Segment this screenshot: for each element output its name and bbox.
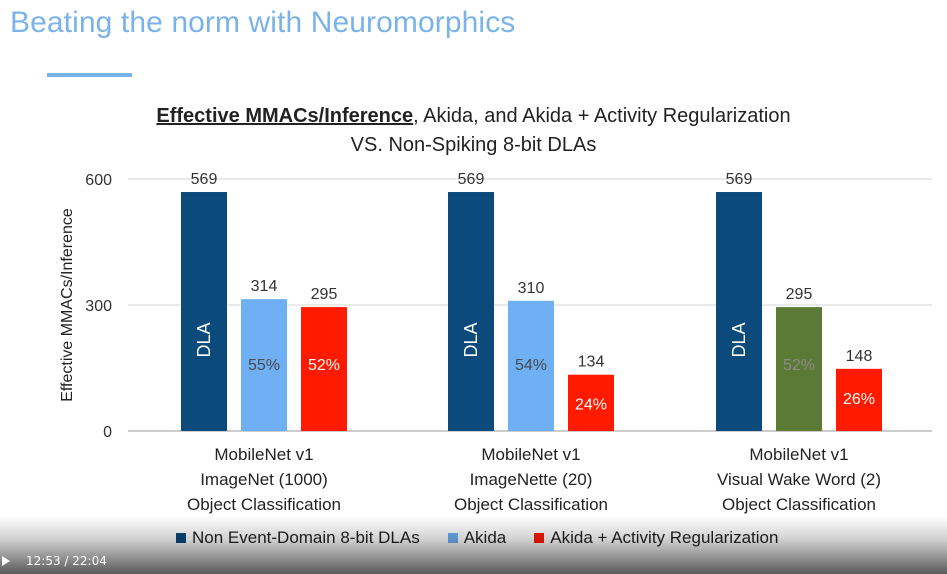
bar — [568, 374, 614, 431]
bar — [508, 300, 554, 431]
bar-value-label: 569 — [191, 171, 218, 188]
bar — [776, 307, 822, 431]
chart-title-rest: , Akida, and Akida + Activity Regulariza… — [413, 105, 791, 127]
bar-value-label: 295 — [311, 286, 338, 303]
bar — [301, 307, 347, 431]
chart-title: Effective MMACs/Inference, Akida, and Ak… — [0, 102, 947, 160]
legend-item: Akida + Activity Regularization — [534, 528, 778, 548]
legend-label: Akida + Activity Regularization — [550, 528, 779, 547]
bar-value-label: 314 — [251, 278, 278, 295]
chart-legend: Non Event-Domain 8-bit DLAs Akida Akida + … — [176, 526, 806, 550]
legend-swatch — [176, 533, 186, 543]
legend-swatch — [534, 533, 545, 543]
bar-inner-label: 24% — [575, 397, 607, 414]
time-display: 12:53 / 22:04 — [26, 554, 107, 568]
x-category-label: Object Classification — [187, 495, 341, 514]
legend-swatch — [447, 533, 458, 543]
bar-inner-label: 52% — [783, 357, 815, 374]
bar — [836, 368, 882, 431]
x-category-label: MobileNet v1 — [214, 445, 313, 464]
bar-inner-label: 55% — [248, 357, 280, 374]
bar-value-label: 134 — [578, 354, 605, 371]
x-category-label: Visual Wake Word (2) — [717, 470, 881, 489]
bar-value-label: 569 — [726, 171, 753, 188]
chart-title-line1: Effective MMACs/Inference, Akida, and Ak… — [0, 102, 947, 131]
legend-item: Akida — [447, 528, 507, 548]
legend-label: Non Event-Domain 8-bit DLAs — [192, 528, 420, 547]
bar — [241, 299, 287, 431]
bar-inner-label: 54% — [515, 357, 547, 374]
bar-inner-label: DLA — [194, 322, 214, 357]
x-category-label: ImageNette (20) — [470, 470, 593, 489]
bar-value-label: 148 — [846, 348, 873, 365]
y-axis-label: Effective MMACs/Inference — [59, 208, 76, 402]
video-controls: 12:53 / 22:04 — [0, 548, 947, 574]
bar — [448, 192, 494, 431]
bar-value-label: 310 — [518, 280, 545, 297]
bar — [181, 192, 227, 431]
x-category-label: MobileNet v1 — [749, 445, 848, 464]
y-tick-label: 0 — [103, 424, 112, 441]
title-underline — [47, 73, 132, 77]
y-tick-label: 300 — [85, 298, 112, 315]
bar-inner-label: DLA — [461, 322, 481, 357]
legend-item: Non Event-Domain 8-bit DLAs — [176, 528, 420, 548]
x-category-label: Object Classification — [722, 495, 876, 514]
bar-inner-label: 52% — [308, 357, 340, 374]
x-category-label: Object Classification — [454, 495, 608, 514]
play-icon[interactable] — [2, 556, 10, 566]
chart-title-emphasis: Effective MMACs/Inference — [156, 105, 414, 127]
bar-value-label: 569 — [458, 171, 485, 188]
bar-inner-label: DLA — [729, 322, 749, 357]
y-tick-label: 600 — [85, 172, 112, 189]
chart-subtitle: VS. Non-Spiking 8-bit DLAs — [350, 134, 597, 156]
bar — [716, 192, 762, 431]
legend-label: Akida — [463, 528, 507, 547]
bar-inner-label: 26% — [843, 391, 875, 408]
x-category-label: ImageNet (1000) — [200, 470, 328, 489]
slide-title: Beating the norm with Neuromorphics — [10, 6, 516, 39]
bar-value-label: 295 — [786, 286, 813, 303]
x-category-label: MobileNet v1 — [481, 445, 580, 464]
